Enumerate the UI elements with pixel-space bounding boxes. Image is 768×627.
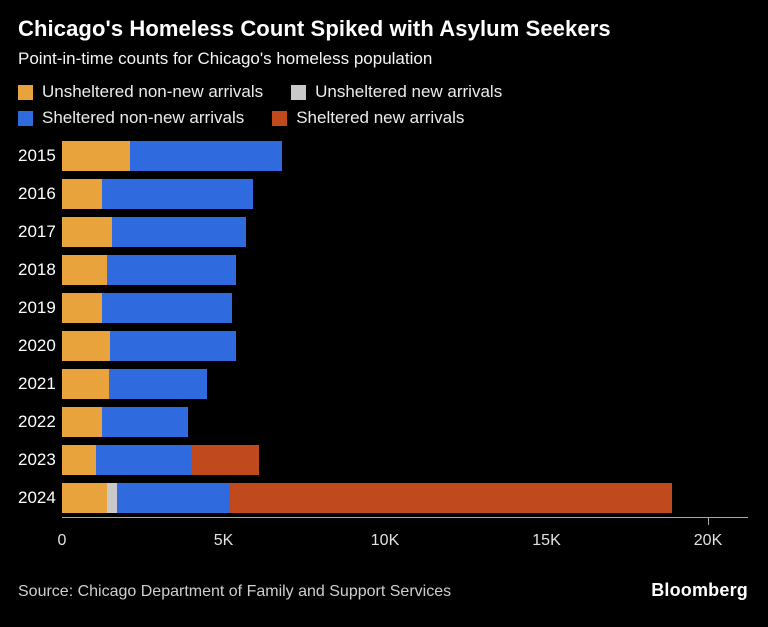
bar-segment [62,331,111,361]
x-axis-labels: 0 5K 10K 15K 20K [58,532,723,554]
chart-header: Chicago's Homeless Count Spiked with Asy… [0,0,768,69]
bar-track [62,179,708,209]
bar-segment [191,445,260,475]
year-label: 2016 [18,184,56,203]
chart-row: 2022 [0,403,768,441]
legend-swatch [272,110,288,126]
x-axis [62,517,768,526]
chart-row: 2024 [0,479,768,517]
bar-segment [112,217,247,247]
bar-track [62,217,708,247]
chart-rows: 2015 2016 2017 2018 2019 2020 2021 2022 2023 2024 [0,137,768,517]
bar-track [62,369,708,399]
year-label: 2023 [18,450,56,469]
x-tick-label: 10K [370,532,400,549]
legend-item: Unsheltered non-new arrivals [18,82,263,102]
year-label: 2021 [18,374,56,393]
bar-track [62,331,708,361]
legend-item: Sheltered new arrivals [272,108,464,128]
legend-row: Unsheltered non-new arrivals Unsheltered … [18,82,750,102]
year-label: 2022 [18,412,56,431]
chart-row: 2016 [0,175,768,213]
year-label: 2017 [18,222,56,241]
bar-segment [62,293,103,323]
chart-row: 2020 [0,327,768,365]
bar-segment [116,483,230,513]
bar-track [62,293,708,323]
bloomberg-logo: Bloomberg [651,580,748,600]
legend-row: Sheltered non-new arrivals Sheltered new … [18,108,750,128]
bar-segment [62,369,109,399]
bar-segment [108,369,208,399]
x-tick-label: 5K [213,532,234,549]
chart-subtitle: Point-in-time counts for Chicago's homel… [18,49,433,68]
bar-track [62,483,708,513]
x-tick-label: 15K [532,532,561,549]
bar-segment [229,483,673,513]
year-label: 2024 [18,488,56,507]
chart-row: 2018 [0,251,768,289]
bar-segment [62,141,130,171]
legend-swatch [18,84,33,100]
chart-row: 2019 [0,289,768,327]
chart-row: 2015 [0,137,768,175]
year-label: 2015 [18,146,56,165]
legend: Unsheltered non-new arrivals Unsheltered … [18,82,750,128]
bar-segment [62,445,96,475]
year-label: 2018 [18,260,56,279]
bar-segment [102,293,232,323]
x-axis-end-tick [708,518,709,525]
legend-label: Unsheltered non-new arrivals [42,82,264,101]
year-label: 2019 [18,298,56,317]
bar-track [62,141,708,171]
legend-swatch [291,84,307,100]
bar-segment [102,407,188,437]
x-tick-label: 20K [693,532,723,549]
legend-item: Unsheltered new arrivals [291,82,502,102]
bar-segment [62,217,113,247]
legend-label: Sheltered non-new arrivals [42,108,245,127]
bar-segment [95,445,192,475]
bar-segment [107,255,237,285]
bar-segment [62,483,108,513]
legend-item: Sheltered non-new arrivals [18,108,244,128]
year-label: 2020 [18,336,56,355]
chart-row: 2021 [0,365,768,403]
stacked-bar-chart: 2015 2016 2017 2018 2019 2020 2021 2022 2023 2024… [0,137,768,554]
bar-track [62,407,708,437]
bar-segment [62,255,108,285]
x-tick-label: 0 [57,532,67,549]
legend-label: Sheltered new arrivals [296,108,465,127]
chart-title: Chicago's Homeless Count Spiked with Asy… [18,16,611,41]
source-note: Source: Chicago Department of Family and… [18,583,452,600]
legend-swatch [18,110,33,126]
bar-segment [110,331,237,361]
chart-row: 2023 [0,441,768,479]
bar-segment [102,179,253,209]
footer: Source: Chicago Department of Family and… [18,580,748,601]
x-axis-line [62,517,748,518]
bar-segment [62,179,103,209]
bar-track [62,445,708,475]
bar-segment [129,141,282,171]
chart-row: 2017 [0,213,768,251]
bar-segment [62,407,103,437]
bar-segment [107,483,117,513]
legend-label: Unsheltered new arrivals [315,82,503,101]
bar-track [62,255,708,285]
